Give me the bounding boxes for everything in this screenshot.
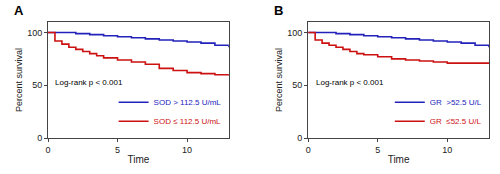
svg-text:Time: Time bbox=[388, 154, 410, 165]
svg-text:SOD > 112.5 U/mL: SOD > 112.5 U/mL bbox=[154, 98, 222, 107]
svg-text:5: 5 bbox=[115, 145, 120, 155]
svg-text:100: 100 bbox=[27, 28, 42, 38]
svg-text:B: B bbox=[274, 3, 283, 18]
svg-text:GR >52.5 U/L: GR >52.5 U/L bbox=[430, 98, 482, 107]
svg-text:Percent survival: Percent survival bbox=[274, 48, 284, 112]
svg-text:Time: Time bbox=[127, 154, 149, 165]
svg-text:Log-rank p < 0.001: Log-rank p < 0.001 bbox=[316, 78, 384, 87]
svg-text:0: 0 bbox=[297, 133, 302, 143]
svg-text:Percent survival: Percent survival bbox=[14, 48, 24, 112]
svg-text:0: 0 bbox=[306, 145, 311, 155]
svg-text:10: 10 bbox=[442, 145, 452, 155]
svg-text:Log-rank p < 0.001: Log-rank p < 0.001 bbox=[55, 78, 123, 87]
svg-text:A: A bbox=[14, 3, 24, 18]
svg-text:100: 100 bbox=[287, 28, 302, 38]
svg-text:50: 50 bbox=[32, 80, 42, 90]
svg-text:50: 50 bbox=[292, 80, 302, 90]
svg-text:5: 5 bbox=[375, 145, 380, 155]
svg-text:0: 0 bbox=[37, 133, 42, 143]
svg-text:0: 0 bbox=[45, 145, 50, 155]
svg-text:GR ≤52.5 U/L: GR ≤52.5 U/L bbox=[430, 117, 482, 126]
svg-text:SOD ≤ 112.5 U/mL: SOD ≤ 112.5 U/mL bbox=[154, 117, 221, 126]
svg-text:10: 10 bbox=[182, 145, 192, 155]
